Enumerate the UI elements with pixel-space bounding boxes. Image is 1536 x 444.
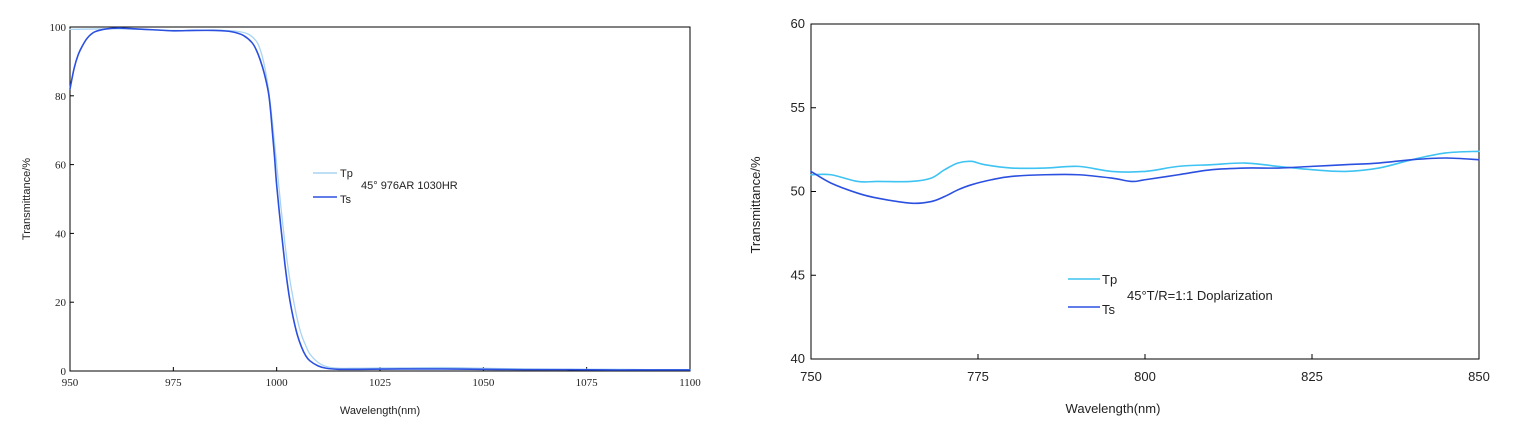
left-x-axis-label: Wavelength(nm)	[340, 405, 420, 417]
right-x-axis-label: Wavelength(nm)	[1066, 401, 1161, 416]
right-y-tick-label: 60	[791, 16, 805, 31]
right-series-ts-line	[810, 157, 1480, 205]
left-legend-label-ts: Ts	[340, 194, 352, 206]
right-x-tick-label: 775	[967, 369, 989, 384]
left-plot-frame	[69, 26, 691, 372]
left-x-tick-label: 1050	[472, 377, 495, 389]
left-y-tick-label: 0	[61, 366, 67, 378]
right-plot-frame	[810, 23, 1480, 360]
right-legend-label-tp: Tp	[1102, 272, 1117, 287]
right-y-tick-label: 50	[791, 184, 805, 199]
left-annotation: 45° 976AR 1030HR	[361, 180, 458, 192]
right-x-tick-label: 750	[800, 369, 822, 384]
left-legend-label-tp: Tp	[340, 168, 353, 180]
left-x-tick-label: 975	[165, 377, 182, 389]
left-series-tp-line	[69, 28, 691, 371]
left-y-tick-label: 20	[55, 297, 67, 309]
left-y-tick-label: 80	[55, 91, 67, 103]
right-y-tick-label: 40	[791, 351, 805, 366]
left-y-tick-label: 100	[50, 22, 67, 34]
left-x-tick-label: 1025	[369, 377, 392, 389]
right-y-axis-label: Transmittance/%	[748, 156, 763, 253]
left-x-tick-label: 950	[62, 377, 79, 389]
right-x-tick-label: 800	[1134, 369, 1156, 384]
right-x-tick-label: 850	[1468, 369, 1490, 384]
left-legend: Tp Ts 45° 976AR 1030HR	[313, 168, 458, 206]
right-legend-label-ts: Ts	[1102, 302, 1116, 317]
right-annotation: 45°T/R=1:1 Doplarization	[1127, 288, 1273, 303]
right-series-tp-line	[810, 150, 1480, 183]
left-x-tick-label: 1075	[576, 377, 599, 389]
left-y-axis-label: Transmittance/%	[21, 158, 33, 240]
right-x-tick-label: 825	[1301, 369, 1323, 384]
chart-right: 750 775 800 825 850 40 45 50 55 60 Wavelength(nm)…	[748, 16, 1490, 416]
right-legend: Tp Ts 45°T/R=1:1 Doplarization	[1068, 272, 1273, 317]
right-y-tick-label: 45	[791, 267, 805, 282]
right-ticks: 750 775 800 825 850 40 45 50 55 60	[791, 16, 1490, 384]
left-x-tick-label: 1100	[679, 377, 701, 389]
left-ticks: 950 975 1000 1025 1050 1075 1100 0 20 40 60 80 100	[50, 22, 702, 389]
left-x-tick-label: 1000	[266, 377, 289, 389]
right-y-tick-label: 55	[791, 100, 805, 115]
chart-left: 950 975 1000 1025 1050 1075 1100 0 20 40 60 80 100 W…	[21, 22, 701, 417]
left-series	[69, 27, 691, 371]
right-series	[810, 150, 1480, 205]
left-y-tick-label: 40	[55, 228, 67, 240]
left-y-tick-label: 60	[55, 160, 67, 172]
left-series-ts-line	[69, 27, 691, 371]
